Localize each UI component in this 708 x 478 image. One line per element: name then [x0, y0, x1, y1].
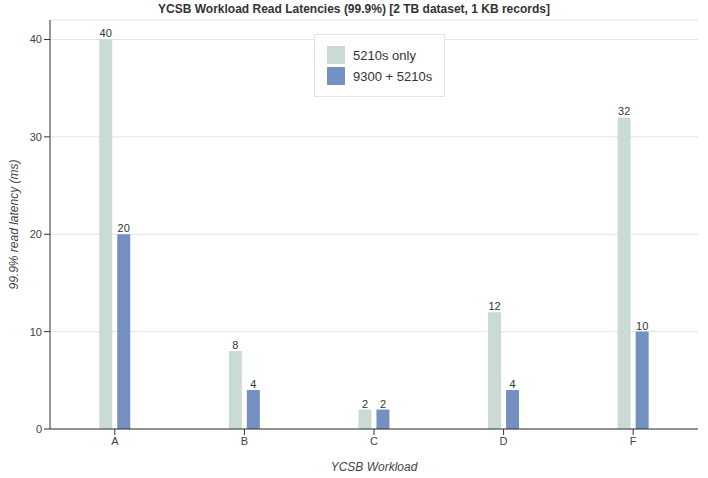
svg-text:40: 40	[30, 33, 42, 45]
svg-text:YCSB Workload: YCSB Workload	[331, 460, 418, 474]
html-text:YCSB Workload Read Latencies (: YCSB Workload Read Latencies (99.9%) [2 …	[158, 2, 550, 16]
svg-text:4: 4	[509, 378, 515, 390]
svg-text:32: 32	[618, 105, 630, 117]
svg-text:20: 20	[30, 228, 42, 240]
html-text:5210s only: 5210s only	[353, 47, 416, 63]
svg-text:C: C	[370, 435, 378, 447]
svg-text:2: 2	[380, 398, 386, 410]
svg-text:12: 12	[488, 300, 500, 312]
svg-text:0: 0	[36, 423, 42, 435]
html-text:9300 + 5210s: 9300 + 5210s	[353, 68, 433, 84]
svg-text:10: 10	[636, 320, 648, 332]
svg-text:30: 30	[30, 131, 42, 143]
svg-text:40: 40	[100, 27, 112, 39]
svg-text:8: 8	[232, 339, 238, 351]
svg-text:A: A	[111, 435, 119, 447]
svg-text:4: 4	[250, 378, 256, 390]
svg-text:10: 10	[30, 326, 42, 338]
svg-text:F: F	[630, 435, 637, 447]
svg-text:20: 20	[118, 222, 130, 234]
svg-text:2: 2	[362, 398, 368, 410]
svg-text:D: D	[500, 435, 508, 447]
svg-text:99.9% read latency (ms): 99.9% read latency (ms)	[7, 159, 21, 289]
svg-text:B: B	[241, 435, 248, 447]
